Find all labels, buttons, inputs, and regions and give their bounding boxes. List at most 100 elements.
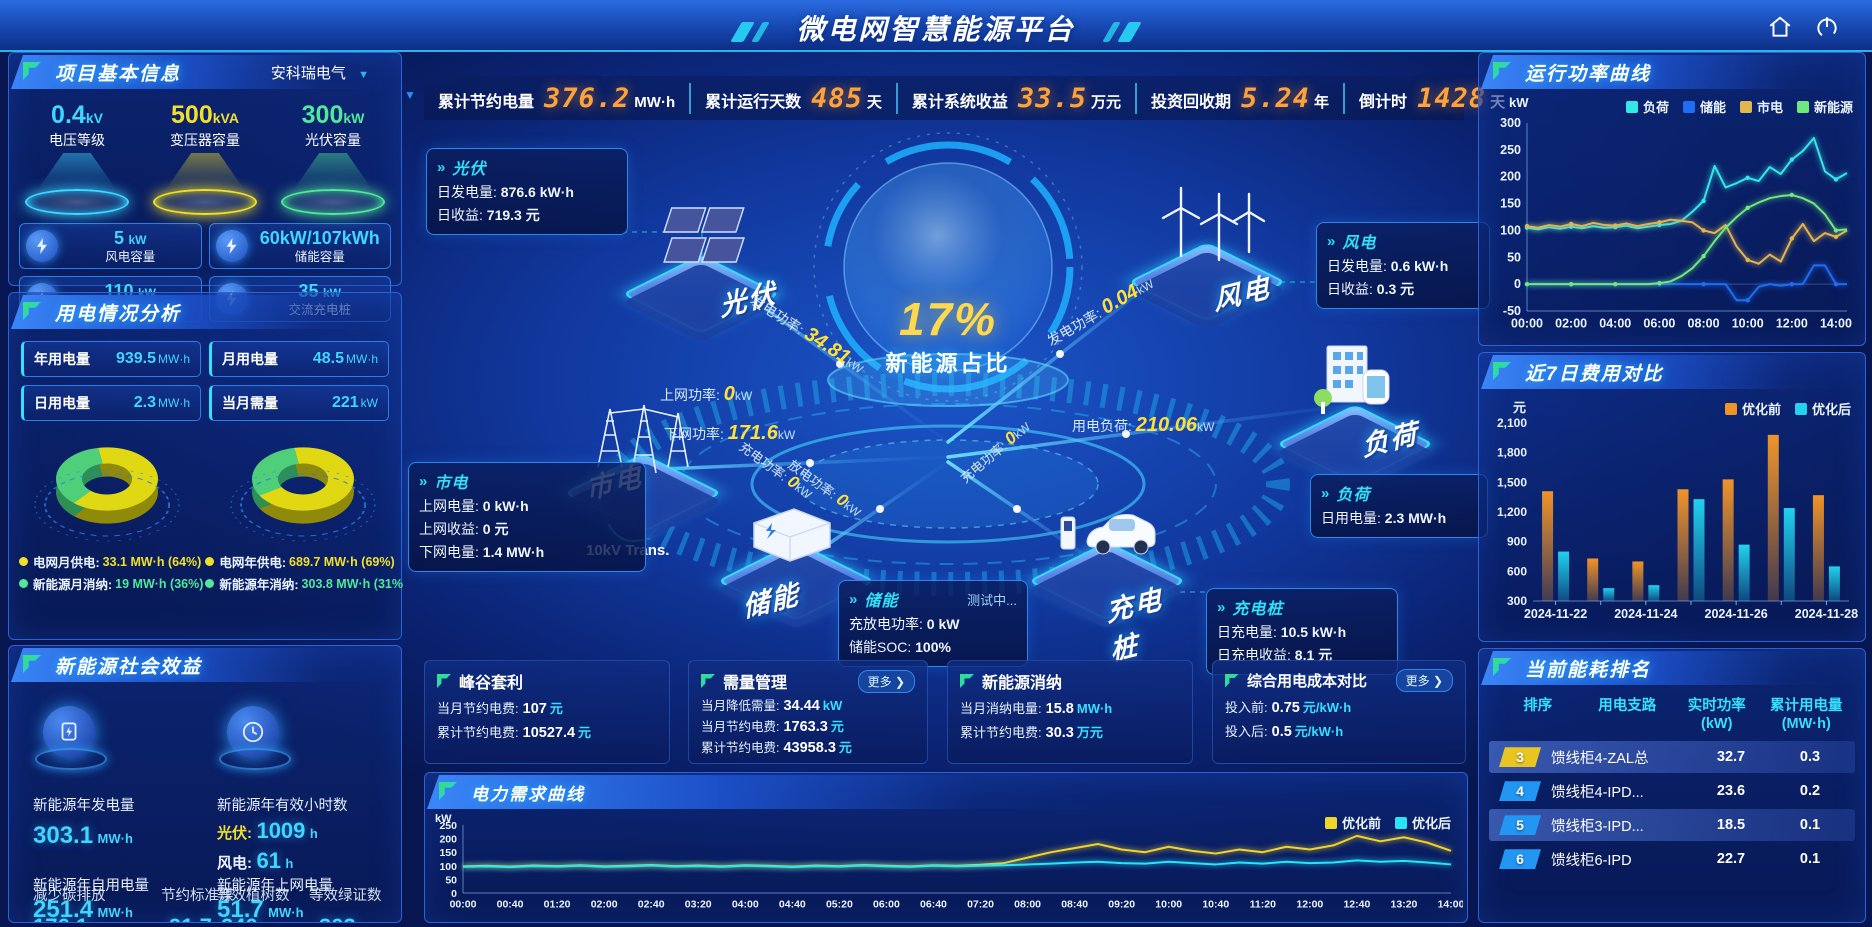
card-peak-valley: 峰谷套利 当月节约电费: 107 元累计节约电费: 10527.4 元 (424, 660, 670, 764)
rank-badge: 5 (1499, 815, 1541, 836)
tile-value: 5 (114, 228, 125, 249)
legend-dot-icon (205, 579, 215, 588)
svg-text:14:00: 14:00 (1438, 899, 1463, 911)
branch-name: 馈线柜6-IPD (1551, 852, 1632, 869)
table-row[interactable]: 3 馈线柜4-ZAL总 32.7 0.3 (1489, 741, 1855, 774)
chevron-down-icon[interactable]: ▼ (358, 68, 369, 81)
box-row: 日发电量: 0.6 kW·h (1327, 258, 1449, 274)
holo-cone (34, 153, 120, 195)
node-storage[interactable]: 储能 (716, 505, 876, 625)
company-dropdown[interactable]: 安科瑞电气 ▼ (271, 62, 369, 83)
panel-ranking-header: 当前能耗排名 (1481, 651, 1863, 685)
node-pv[interactable]: 光伏 (621, 202, 781, 334)
title-decor-right-icon (1117, 21, 1143, 42)
table-row[interactable]: 4 馈线柜4-IPD... 23.6 0.2 (1489, 775, 1855, 807)
node-charger[interactable]: 充电桩 (1027, 505, 1187, 667)
more-button[interactable]: 更多 ❯ (1395, 669, 1453, 692)
legend-item: 负荷 (1625, 97, 1669, 116)
svg-text:12:00: 12:00 (1296, 899, 1323, 911)
legend-row: 电网年供电: 689.7 MW·h (69%) (203, 552, 403, 571)
svg-text:10:00: 10:00 (1732, 317, 1764, 331)
legend-swatch-icon (1796, 101, 1809, 113)
legend-label: 电网年供电: (219, 556, 287, 570)
strip-collapse-caret-icon[interactable]: ▼ (404, 88, 416, 102)
svg-text:06:00: 06:00 (1643, 317, 1675, 331)
chevron-icon: » (437, 158, 446, 176)
tile-value: 60kW/107kWh (259, 228, 380, 249)
panel-corner-icon (1493, 658, 1511, 676)
kpi-item: 累计系统收益 33.5 万元 (895, 82, 1135, 114)
panel-social-title: 新能源社会效益 (55, 656, 203, 678)
card-renewable-absorb: 新能源消纳 当月消纳电量: 15.8 MW·h 累计节约电费: 30.3 万元 (947, 660, 1193, 764)
export-label: 新能源年上网电量 (217, 878, 333, 894)
ev-charger-icon (1060, 514, 1156, 555)
self-use-value: 251.4 (33, 896, 94, 923)
run-power-legend: 负荷 储能 市电 新能源 (1625, 97, 1853, 116)
core-pct-label: 新能源占比 (885, 351, 1011, 376)
svg-text:00:40: 00:40 (497, 899, 524, 911)
svg-text:1,500: 1,500 (1497, 475, 1527, 489)
legend-swatch-icon (1794, 403, 1807, 415)
svg-text:0: 0 (1514, 277, 1521, 291)
month-donut-legend: 电网月供电: 33.1 MW·h (64%) 新能源月消纳: 19 MW·h (… (17, 549, 203, 596)
flow-load-power: 用电负荷: 210.06kW (1072, 414, 1215, 436)
card-corner-icon (1225, 673, 1239, 688)
card-corner-icon (701, 674, 715, 688)
usage-stat-tile: 当月需量 221 kW (209, 385, 389, 421)
legend-swatch-icon (1739, 101, 1752, 113)
holo-metric: 0.4kV 电压等级 (17, 101, 137, 215)
tile-unit: kW (128, 233, 147, 248)
panel-project-header: 项目基本信息 安科瑞电气 ▼ (11, 55, 399, 89)
ranking-header-cell: 累计用电量 (MW·h) (1770, 698, 1843, 733)
kpi-value: 376.2 (544, 82, 631, 114)
legend-row: 电网月供电: 33.1 MW·h (64%) (17, 552, 203, 571)
usage-stat-value: 939.5 (115, 350, 156, 367)
card-cost-compare: 综合用电成本对比 更多 ❯ 投入前: 0.75 元/kW·h 投入后: 0.5 元/kW·h (1212, 660, 1466, 764)
usage-stat-tile: 月用电量 48.5 MW·h (209, 341, 389, 377)
home-icon[interactable] (1766, 14, 1796, 40)
legend-label: 新能源年消纳: (219, 578, 299, 592)
legend-item: 优化后 (1794, 399, 1851, 418)
box-row: 日充电收益: 8.1 元 (1217, 647, 1333, 663)
holo-metric: 500kVA 变压器容量 (145, 101, 265, 215)
holo-cone (290, 153, 376, 195)
table-row[interactable]: 5 馈线柜3-IPD... 18.5 0.1 (1489, 809, 1855, 842)
svg-text:11:20: 11:20 (1250, 899, 1276, 911)
usage-stat-tile: 日用电量 2.3 MW·h (21, 385, 201, 421)
company-dropdown-value[interactable]: 安科瑞电气 (270, 64, 346, 82)
panel-cost-compare: 近7日费用对比 元 优化前 优化后 300 600 900 1,200 1,500 1,80… (1478, 352, 1866, 642)
panel-project-title: 项目基本信息 (55, 63, 182, 85)
svg-text:1,200: 1,200 (1497, 505, 1527, 519)
svg-text:100: 100 (439, 861, 457, 873)
svg-text:50: 50 (445, 874, 457, 886)
usage-stat-value: 2.3 (133, 394, 156, 411)
usage-stat-tile: 年用电量 939.5 MW·h (21, 341, 201, 377)
node-grid[interactable]: 市电 (563, 395, 723, 533)
top-header: 微电网智慧能源平台 (0, 0, 1872, 52)
year-energy-donut (218, 427, 388, 547)
power-icon[interactable] (1814, 14, 1844, 40)
legend-value: 33.1 MW·h (64%) (102, 554, 202, 569)
node-load[interactable]: 负荷 (1275, 340, 1435, 484)
pv-hours-unit: h (309, 826, 318, 841)
bolt-icon (37, 238, 47, 254)
legend-dot-icon (205, 557, 215, 566)
panel-corner-icon (1493, 362, 1511, 380)
legend-item: 新能源 (1796, 97, 1853, 116)
svg-text:-50: -50 (1503, 304, 1521, 318)
svg-text:07:20: 07:20 (967, 899, 994, 911)
more-button[interactable]: 更多 ❯ (857, 669, 915, 693)
card-row: 当月降低需量: 34.44 kW (701, 698, 843, 714)
panel-social-header: 新能源社会效益 (11, 648, 399, 682)
holo-value: 500 (171, 101, 213, 129)
box-row: 日收益: 0.3 元 (1327, 281, 1415, 297)
holo-unit: kW (343, 110, 365, 126)
tree-value: 240 (221, 914, 258, 922)
co2-label: 减少碳排放 (33, 888, 106, 904)
table-row[interactable]: 6 馈线柜6-IPD 22.7 0.1 (1489, 843, 1855, 875)
panel-cost-title: 近7日费用对比 (1525, 363, 1664, 385)
node-wind[interactable]: 风电 (1127, 168, 1287, 322)
legend-item: 储能 (1682, 97, 1726, 116)
svg-text:14:00: 14:00 (1820, 317, 1852, 331)
